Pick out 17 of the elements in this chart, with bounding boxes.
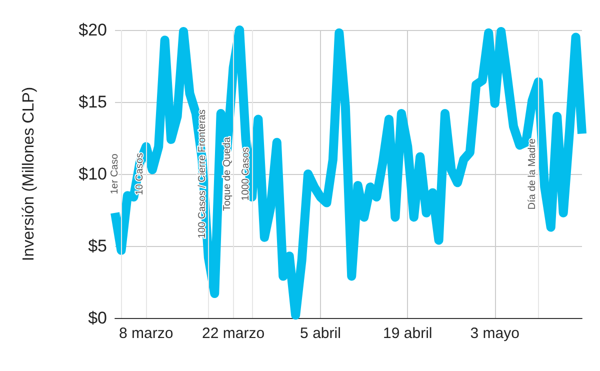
y-tick-label: $5 xyxy=(88,236,107,256)
y-tick-label: $15 xyxy=(78,92,107,112)
x-tick-label: 22 marzo xyxy=(202,325,265,342)
y-tick-label: $20 xyxy=(78,20,107,40)
x-tick-label: 5 abril xyxy=(300,325,341,342)
ref-line-label: Día de la Madre xyxy=(526,138,538,210)
ref-line-label: 10 Casos xyxy=(134,152,146,196)
y-axis-title: Inversión (Millones CLP) xyxy=(20,86,38,262)
y-tick-label: $0 xyxy=(88,308,107,328)
ref-line-label: Toque de Queda xyxy=(222,136,233,211)
x-tick-label: 3 mayo xyxy=(470,325,520,342)
ref-line-label: 1er Caso xyxy=(110,153,121,194)
x-tick-label: 19 abril xyxy=(383,325,432,342)
x-tick-label: 8 marzo xyxy=(119,325,174,342)
ref-line-label: 100 Casos / Cierre Fronteras xyxy=(196,110,208,238)
y-tick-label: $10 xyxy=(78,164,107,184)
ref-line-label: 1000 Casos xyxy=(240,147,252,201)
